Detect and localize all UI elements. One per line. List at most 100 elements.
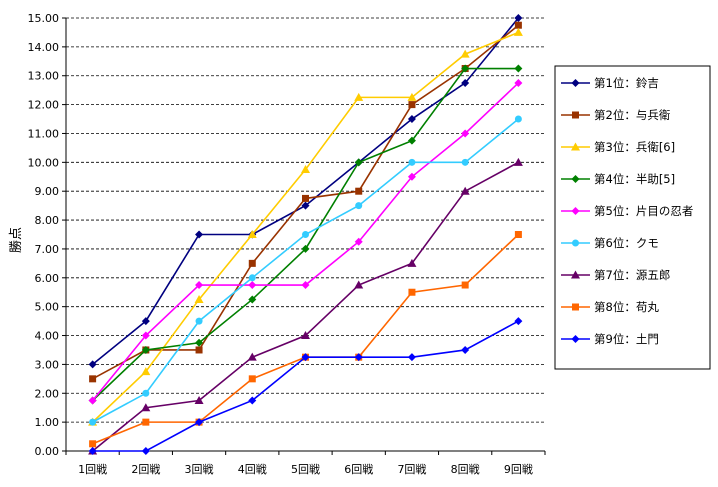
y-tick-label: 9.00 (35, 185, 60, 198)
legend-swatch-marker (572, 111, 579, 119)
data-point (301, 353, 310, 362)
data-point (248, 281, 257, 290)
legend-label: 第7位：源五郎 (594, 268, 670, 282)
data-point (461, 64, 470, 73)
legend-item: 第2位：与兵衛 (561, 108, 671, 122)
data-point (89, 418, 97, 426)
legend-item: 第4位：半助[5] (561, 172, 675, 186)
series-9 (88, 317, 523, 455)
data-point (407, 172, 416, 181)
data-point (247, 352, 257, 361)
data-point (248, 274, 256, 282)
data-point (247, 230, 257, 238)
data-point (301, 244, 310, 253)
data-point (354, 158, 363, 167)
legend-item: 第5位：片目の忍者 (561, 204, 693, 218)
x-tick-label: 8回戦 (451, 463, 480, 476)
data-point (514, 78, 523, 87)
y-tick-labels: 0.00 1.00 2.00 3.00 4.00 5.00 6.00 7.00 8.00 9.00… (28, 12, 60, 458)
legend-label: 第2位：与兵衛 (594, 108, 671, 122)
x-tick-label: 1回戦 (78, 463, 107, 476)
data-point (141, 331, 150, 340)
data-point (248, 259, 256, 267)
legend-box (554, 65, 711, 370)
x-tick-label: 4回戦 (238, 463, 267, 476)
y-tick-label: 6.00 (35, 272, 60, 285)
y-tick-label: 5.00 (35, 301, 60, 314)
data-point (141, 345, 150, 354)
legend-swatch-marker (571, 142, 580, 151)
data-point (460, 49, 470, 58)
data-point (407, 353, 416, 362)
data-point (408, 288, 416, 296)
legend-swatch-marker (571, 207, 580, 215)
data-point (195, 281, 204, 290)
y-tick-label: 2.00 (35, 387, 60, 400)
data-point (461, 345, 470, 354)
x-tick-label: 6回戦 (344, 463, 373, 476)
y-tick-label: 13.00 (28, 70, 60, 83)
data-point (407, 115, 416, 124)
data-point (354, 280, 364, 289)
x-tick-label: 5回戦 (291, 463, 320, 476)
data-point (194, 294, 204, 303)
data-point (407, 258, 417, 267)
legend-swatch-marker (572, 239, 579, 247)
x-tick-label: 9回戦 (504, 463, 533, 476)
data-point (302, 194, 309, 202)
y-tick-label: 4.00 (35, 330, 60, 343)
legend-swatch-marker (571, 335, 580, 343)
series-8 (89, 231, 522, 448)
legend-swatch-marker (571, 175, 580, 183)
y-tick-label: 10.00 (28, 156, 60, 169)
data-point (195, 230, 204, 239)
data-point (88, 396, 97, 405)
data-point (514, 115, 522, 123)
data-point (195, 338, 204, 347)
y-axis-label: 勝点 (9, 227, 24, 253)
series-group (88, 14, 523, 455)
data-point (460, 186, 470, 195)
data-point (195, 317, 203, 325)
data-point (408, 101, 416, 109)
data-point (141, 367, 151, 376)
legend-swatch-marker (572, 303, 579, 311)
grid-lines (66, 17, 545, 423)
data-point (141, 447, 150, 455)
axes (62, 17, 546, 455)
data-point (89, 375, 97, 383)
data-point (461, 129, 470, 138)
data-point (407, 92, 417, 101)
data-point (514, 21, 522, 29)
legend-swatch-marker (571, 270, 580, 279)
data-point (248, 295, 257, 304)
legend-label: 第6位：クモ (594, 236, 659, 250)
legend-label: 第9位：土門 (594, 332, 659, 346)
legend-item: 第9位：土門 (561, 332, 659, 346)
series-line (92, 233, 519, 445)
legend-item: 第8位：苟丸 (561, 300, 659, 314)
data-point (195, 346, 203, 354)
y-tick-label: 14.00 (28, 41, 60, 54)
x-tick-label: 2回戦 (131, 463, 160, 476)
legend-label: 第5位：片目の忍者 (594, 204, 693, 218)
y-tick-label: 0.00 (35, 445, 60, 458)
y-tick-label: 8.00 (35, 214, 60, 227)
data-point (88, 360, 97, 369)
data-point (514, 231, 522, 238)
x-tick-label: 7回戦 (397, 463, 426, 476)
legend-item: 第1位：鈴吉 (561, 76, 659, 90)
series-5 (88, 78, 523, 405)
legend-label: 第1位：鈴吉 (594, 76, 659, 90)
data-point (355, 202, 363, 210)
data-point (301, 331, 310, 340)
y-tick-label: 12.00 (28, 99, 60, 112)
data-point (89, 440, 97, 448)
data-point (461, 281, 469, 289)
data-point (354, 237, 363, 246)
data-point (513, 157, 523, 166)
legend-item: 第6位：クモ (561, 236, 659, 250)
series-line (92, 118, 519, 423)
data-point (142, 389, 150, 397)
